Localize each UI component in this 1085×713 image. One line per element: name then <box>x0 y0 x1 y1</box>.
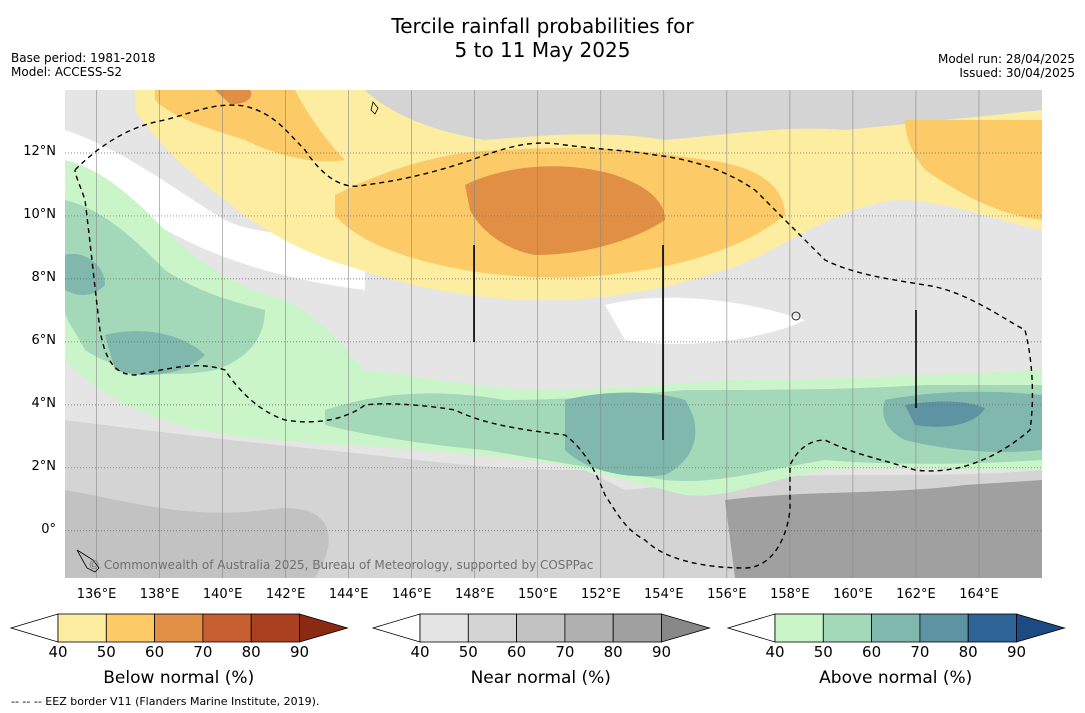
below-normal-60-north <box>215 90 252 105</box>
below-normal-50-northwest <box>155 90 345 162</box>
longitude-label: 154°E <box>644 587 684 602</box>
longitude-label: 152°E <box>581 587 621 602</box>
colorbar-title: Near normal (%) <box>470 668 611 688</box>
climatology-patch-central <box>605 297 805 344</box>
longitude-label: 140°E <box>202 587 243 602</box>
eez-footnote: -- -- -- EEZ border V11 (Flanders Marine… <box>11 695 320 708</box>
colorbar-segment <box>105 613 156 643</box>
colorbar-tick-label: 40 <box>48 643 68 661</box>
colorbar-tick-label: 60 <box>507 643 527 661</box>
colorbar-segment <box>516 613 566 643</box>
colorbar-tick-label: 90 <box>289 643 310 661</box>
colorbar-2 <box>372 613 711 643</box>
colorbar-upper-extension <box>1016 613 1066 643</box>
colorbar-segment <box>919 613 969 643</box>
colorbar-lower-extension <box>727 613 776 643</box>
longitude-label: 138°E <box>139 587 180 602</box>
latitude-label: 6°N <box>31 332 57 348</box>
latitude-label: 2°N <box>31 458 57 474</box>
above-normal-50-west <box>65 200 265 374</box>
colorbar-1 <box>10 613 349 643</box>
longitude-label: 160°E <box>833 587 873 602</box>
colorbar-tick-label: 90 <box>651 643 672 661</box>
colorbar-tick-label: 50 <box>813 643 833 661</box>
colorbar-tick-label: 70 <box>910 643 930 661</box>
below-normal-60-core <box>465 166 665 255</box>
colorbar-3 <box>727 613 1066 643</box>
model-run: Model run: 28/04/2025 <box>937 52 1075 66</box>
colorbar-segment <box>967 613 1017 643</box>
island-outline-east <box>791 311 801 321</box>
colorbar-segment <box>419 613 469 643</box>
model-name: Model: ACCESS-S2 <box>11 65 123 79</box>
colorbar-segment <box>564 613 614 643</box>
colorbar-segment <box>871 613 921 643</box>
colorbar-tick-label: 50 <box>96 643 116 661</box>
issued-date: Issued: 30/04/2025 <box>959 66 1075 80</box>
near-normal-60-southwest <box>65 490 329 578</box>
longitude-label: 142°E <box>265 587 306 602</box>
colorbar-tick-label: 80 <box>241 643 261 661</box>
colorbar-tick-label: 40 <box>765 643 785 661</box>
colorbar-tick-label: 70 <box>193 643 213 661</box>
latitude-label: 8°N <box>31 269 57 285</box>
colorbar-upper-extension <box>299 613 349 643</box>
copyright-notice: © Commonwealth of Australia 2025, Bureau… <box>88 558 594 572</box>
colorbar-tick-label: 80 <box>958 643 978 661</box>
base-period: Base period: 1981-2018 <box>11 51 156 65</box>
colorbar-segment <box>154 613 204 643</box>
colorbar-segment <box>467 613 518 643</box>
run-info: Model run: 28/04/2025 Issued: 30/04/2025 <box>938 52 1075 80</box>
island-outline-southwest <box>76 549 100 573</box>
longitude-label: 136°E <box>76 587 117 602</box>
colorbar-title: Below normal (%) <box>103 668 255 688</box>
colorbar-segment <box>57 613 107 643</box>
near-normal-80-southeast <box>725 480 1042 578</box>
latitude-label: 4°N <box>31 395 57 411</box>
latitude-label: 0° <box>41 521 56 537</box>
graticule <box>65 90 1042 578</box>
longitude-label: 158°E <box>770 587 810 602</box>
longitude-label: 146°E <box>391 587 432 602</box>
climatology-patch-west <box>65 130 365 290</box>
colorbar-segment <box>774 613 824 643</box>
longitude-label: 148°E <box>454 587 495 602</box>
colorbar-segment <box>612 613 662 643</box>
colorbar-title: Above normal (%) <box>819 668 973 688</box>
colorbar-tick-label: 90 <box>1006 643 1027 661</box>
longitude-label: 162°E <box>896 587 936 602</box>
colorbar-segment <box>202 613 252 643</box>
longitude-label: 164°E <box>959 587 999 602</box>
title-line-2: 5 to 11 May 2025 <box>454 38 631 62</box>
latitude-label: 12°N <box>23 143 56 159</box>
island-outline-north <box>370 101 379 115</box>
colorbar-lower-extension <box>372 613 421 643</box>
longitude-label: 156°E <box>707 587 747 602</box>
longitude-label: 150°E <box>517 587 558 602</box>
colorbar-tick-label: 80 <box>603 643 623 661</box>
model-info: Base period: 1981-2018 Model: ACCESS-S2 <box>11 51 156 79</box>
latitude-label: 10°N <box>23 206 56 222</box>
longitude-label: 144°E <box>328 587 369 602</box>
colorbar-tick-label: 40 <box>410 643 430 661</box>
colorbar-lower-extension <box>10 613 59 643</box>
colorbar-tick-label: 60 <box>145 643 165 661</box>
map-title: Tercile rainfall probabilities for 5 to … <box>0 14 1085 62</box>
eez-border <box>74 104 1034 569</box>
colorbar-tick-label: 60 <box>862 643 882 661</box>
map-svg <box>65 90 1042 578</box>
colorbar-segment <box>250 613 300 643</box>
colorbar-segment <box>822 613 873 643</box>
title-line-1: Tercile rainfall probabilities for <box>391 14 694 38</box>
above-normal-70-east <box>905 401 985 427</box>
rainfall-probability-map <box>65 90 1042 578</box>
colorbar-tick-label: 70 <box>555 643 575 661</box>
colorbar-tick-label: 50 <box>458 643 478 661</box>
below-normal-50-east <box>905 120 1042 220</box>
colorbar-upper-extension <box>661 613 711 643</box>
